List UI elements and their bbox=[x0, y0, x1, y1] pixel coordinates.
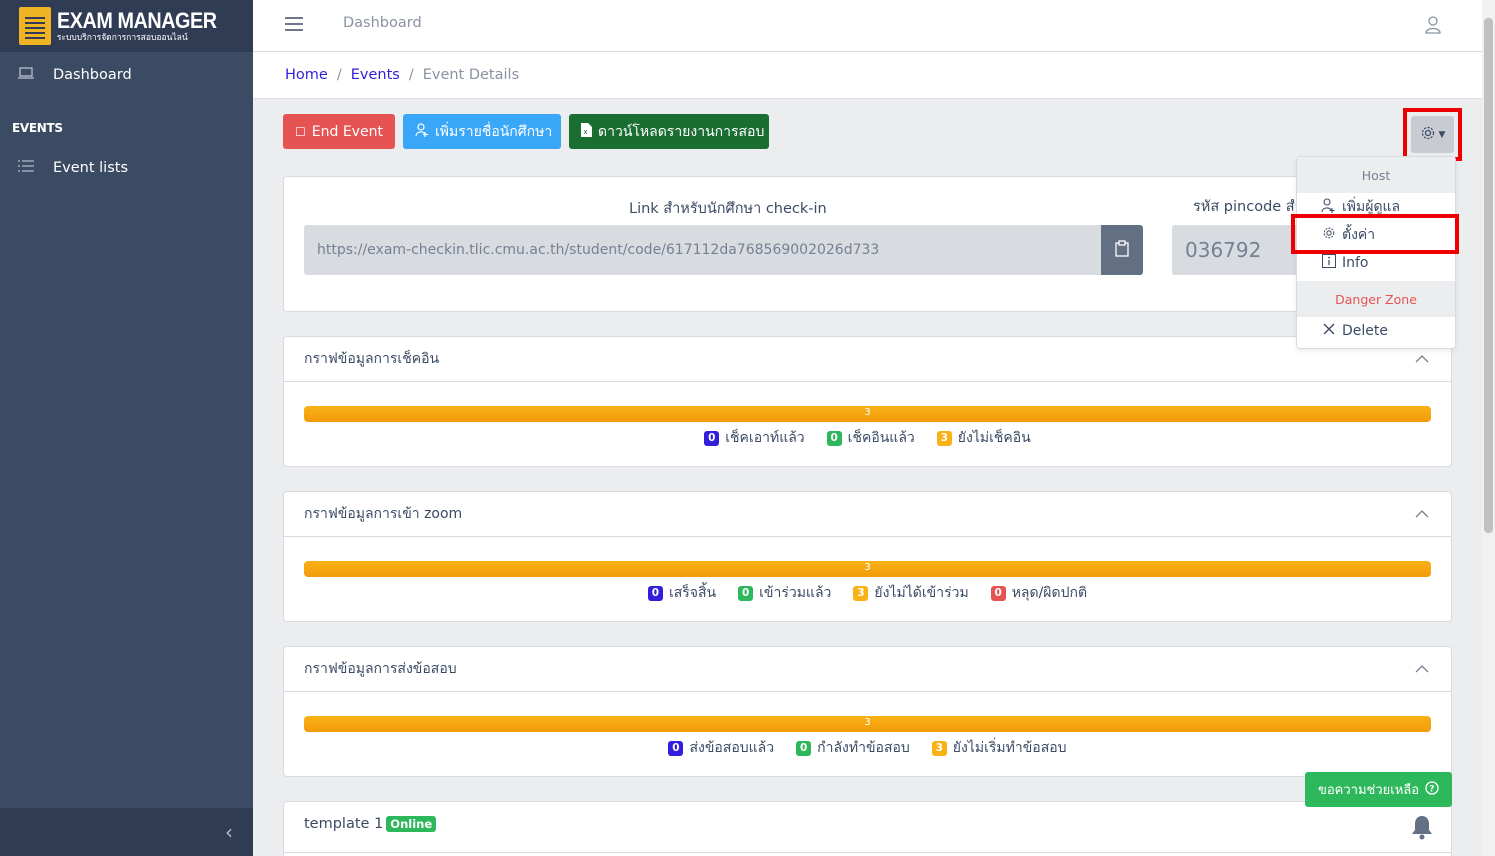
clipboard-icon bbox=[1115, 239, 1129, 261]
checkin-progress-bar: 3 bbox=[304, 406, 1431, 422]
caret-down-icon: ▼ bbox=[1438, 129, 1446, 140]
legend-item: 0 หลุด/ผิดปกติ bbox=[990, 582, 1087, 604]
count-badge: 3 bbox=[936, 430, 952, 446]
chevron-left-icon: ‹ bbox=[225, 820, 233, 844]
breadcrumb: Home / Events / Event Details bbox=[253, 52, 1482, 99]
scrollbar-thumb[interactable] bbox=[1484, 18, 1493, 533]
list-icon bbox=[17, 159, 34, 177]
breadcrumb-events[interactable]: Events bbox=[350, 67, 400, 83]
exam-logo-icon bbox=[18, 7, 51, 45]
submission-progress-bar: 3 bbox=[304, 716, 1431, 732]
card-title: กราฟข้อมูลการส่งข้อสอบ bbox=[304, 661, 457, 677]
breadcrumb-event-details: Event Details bbox=[422, 67, 520, 83]
zoom-legend: 0 เสร็จสิ้น 0 เข้าร่วมแล้ว 3 ยังไม่ได้เข้าร… bbox=[284, 582, 1451, 604]
zoom-chart-card: กราฟข้อมูลการเข้า zoom 3 0 เสร็จสิ้น 0 เข้… bbox=[283, 491, 1452, 622]
top-header: Dashboard bbox=[253, 0, 1482, 52]
pincode-label: รหัส pincode สำ bbox=[1193, 199, 1303, 215]
legend-item: 0 เข้าร่วมแล้ว bbox=[738, 582, 831, 604]
settings-dropdown-button[interactable]: ▼ bbox=[1411, 116, 1454, 153]
sidebar-item-dashboard[interactable]: Dashboard bbox=[0, 52, 253, 98]
count-badge: 0 bbox=[990, 585, 1006, 601]
user-plus-icon bbox=[415, 123, 429, 140]
copy-link-button[interactable] bbox=[1101, 225, 1143, 275]
count-badge: 3 bbox=[931, 740, 947, 756]
chevron-up-icon[interactable] bbox=[1415, 507, 1429, 521]
svg-text:x: x bbox=[584, 128, 588, 136]
sidebar-item-event-lists[interactable]: Event lists bbox=[0, 145, 253, 191]
card-title: กราฟข้อมูลการเช็คอิน bbox=[304, 351, 440, 367]
gear-icon bbox=[1321, 226, 1336, 244]
brand[interactable]: EXAM MANAGER ระบบบริการจัดการการสอบออนไล… bbox=[0, 0, 253, 52]
square-icon: ☐ bbox=[295, 124, 306, 139]
user-icon[interactable] bbox=[1422, 14, 1444, 36]
count-badge: 0 bbox=[796, 740, 812, 756]
legend-item: 3 ยังไม่ได้เข้าร่วม bbox=[853, 582, 969, 604]
gear-icon bbox=[1420, 125, 1436, 145]
brand-title: EXAM MANAGER bbox=[56, 7, 217, 33]
card-title: กราฟข้อมูลการเข้า zoom bbox=[304, 506, 463, 522]
template-title: template 1 bbox=[304, 816, 384, 832]
hamburger-menu-icon[interactable] bbox=[285, 17, 303, 31]
add-students-button[interactable]: เพิ่มรายชื่อนักศึกษา bbox=[403, 114, 561, 149]
sidebar: EXAM MANAGER ระบบบริการจัดการการสอบออนไล… bbox=[0, 0, 253, 856]
user-plus-icon bbox=[1321, 197, 1336, 217]
zoom-progress-bar: 3 bbox=[304, 561, 1431, 577]
info-icon bbox=[1321, 254, 1336, 272]
dropdown-header-danger: Danger Zone bbox=[1297, 281, 1455, 317]
sidebar-item-label: Event lists bbox=[53, 160, 128, 176]
status-badge: Online bbox=[386, 816, 437, 832]
sidebar-item-label: Dashboard bbox=[53, 67, 132, 83]
pincode-field[interactable]: 036792 bbox=[1172, 225, 1302, 275]
link-label: Link สำหรับนักศึกษา check-in bbox=[629, 201, 827, 217]
svg-text:?: ? bbox=[1429, 784, 1434, 794]
settings-menu-item[interactable]: ตั้งค่า bbox=[1297, 221, 1455, 249]
count-badge: 0 bbox=[668, 740, 684, 756]
submission-chart-card: กราฟข้อมูลการส่งข้อสอบ 3 0 ส่งข้อสอบแล้ว … bbox=[283, 646, 1452, 777]
question-circle-icon: ? bbox=[1425, 780, 1439, 799]
sidebar-minimize-button[interactable]: ‹ bbox=[0, 808, 253, 856]
checkin-link-card: Link สำหรับนักศึกษา check-in https://exa… bbox=[283, 176, 1452, 312]
chevron-up-icon[interactable] bbox=[1415, 352, 1429, 366]
header-nav-dashboard[interactable]: Dashboard bbox=[343, 15, 422, 31]
bell-icon[interactable] bbox=[1411, 814, 1433, 840]
legend-item: 3 ยังไม่เริ่มทำข้อสอบ bbox=[931, 737, 1067, 759]
template-card: template 1 Online bbox=[283, 801, 1452, 856]
checkin-legend: 0 เช็คเอาท์แล้ว 0 เช็คอินแล้ว 3 ยังไม่เช็คอ… bbox=[284, 427, 1451, 449]
sidebar-section-title: EVENTS bbox=[12, 121, 63, 135]
end-event-button[interactable]: ☐ End Event bbox=[283, 114, 395, 149]
close-icon bbox=[1321, 323, 1336, 339]
legend-item: 0 เช็คเอาท์แล้ว bbox=[704, 427, 805, 449]
submission-legend: 0 ส่งข้อสอบแล้ว 0 กำลังทำข้อสอบ 3 ยังไม่เริ… bbox=[284, 737, 1451, 759]
laptop-icon bbox=[17, 67, 34, 83]
help-button[interactable]: ขอความช่วยเหลือ ? bbox=[1305, 772, 1452, 807]
info-menu-item[interactable]: Info bbox=[1297, 249, 1455, 277]
excel-file-icon: x bbox=[581, 123, 592, 140]
brand-subtitle: ระบบบริการจัดการการสอบออนไลน์ bbox=[56, 32, 188, 43]
legend-item: 0 เช็คอินแล้ว bbox=[826, 427, 915, 449]
breadcrumb-home[interactable]: Home bbox=[285, 67, 328, 83]
count-badge: 0 bbox=[826, 430, 842, 446]
add-admin-menu-item[interactable]: เพิ่มผู้ดูแล bbox=[1297, 193, 1455, 221]
legend-item: 0 กำลังทำข้อสอบ bbox=[796, 737, 910, 759]
count-badge: 0 bbox=[647, 585, 663, 601]
count-badge: 0 bbox=[738, 585, 754, 601]
chevron-up-icon[interactable] bbox=[1415, 662, 1429, 676]
checkin-link-field[interactable]: https://exam-checkin.tlic.cmu.ac.th/stud… bbox=[304, 225, 1101, 275]
count-badge: 3 bbox=[853, 585, 869, 601]
legend-item: 0 เสร็จสิ้น bbox=[647, 582, 716, 604]
legend-item: 3 ยังไม่เช็คอิน bbox=[936, 427, 1031, 449]
dropdown-header-host: Host bbox=[1297, 157, 1455, 193]
count-badge: 0 bbox=[704, 430, 720, 446]
download-report-button[interactable]: x ดาวน์โหลดรายงานการสอบ bbox=[569, 114, 769, 149]
settings-dropdown-menu: Host เพิ่มผู้ดูแล ตั้งค่า Info Danger Zo… bbox=[1296, 156, 1456, 349]
legend-item: 0 ส่งข้อสอบแล้ว bbox=[668, 737, 774, 759]
delete-menu-item[interactable]: Delete bbox=[1297, 317, 1455, 345]
